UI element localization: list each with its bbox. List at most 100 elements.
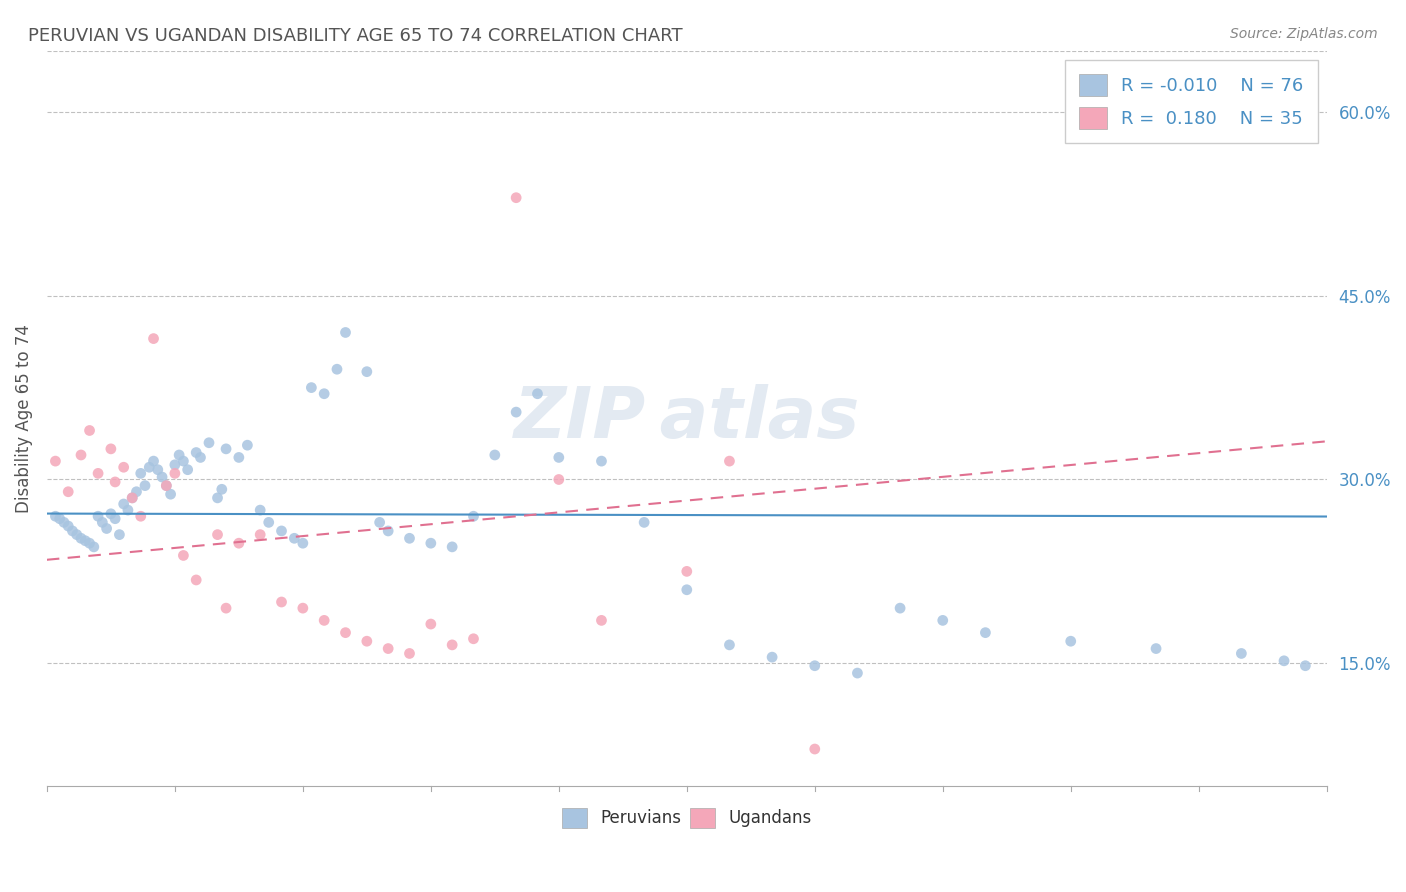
Point	[283, 531, 305, 545]
Point	[155, 478, 177, 492]
Point	[291, 536, 314, 550]
Point	[172, 549, 194, 563]
Legend: Peruvians, Ugandans: Peruvians, Ugandans	[554, 799, 820, 837]
Point	[155, 478, 177, 492]
Point	[100, 507, 122, 521]
Point	[335, 326, 357, 340]
Point	[83, 540, 105, 554]
Text: ZIP atlas: ZIP atlas	[513, 384, 860, 453]
Point	[419, 536, 441, 550]
Point	[463, 632, 485, 646]
Point	[146, 463, 169, 477]
Point	[718, 454, 741, 468]
Point	[129, 509, 152, 524]
Point	[547, 450, 569, 465]
Point	[150, 470, 173, 484]
Point	[142, 332, 165, 346]
Point	[633, 516, 655, 530]
Point	[129, 467, 152, 481]
Point	[463, 509, 485, 524]
Point	[62, 524, 84, 538]
Point	[198, 435, 221, 450]
Point	[299, 381, 322, 395]
Point	[112, 497, 135, 511]
Point	[117, 503, 139, 517]
Point	[526, 386, 548, 401]
Point	[44, 509, 66, 524]
Point	[215, 601, 238, 615]
Point	[58, 519, 80, 533]
Point	[167, 448, 190, 462]
Point	[889, 601, 911, 615]
Point	[215, 442, 238, 456]
Point	[419, 617, 441, 632]
Point	[142, 454, 165, 468]
Point	[125, 484, 148, 499]
Point	[91, 516, 114, 530]
Point	[1060, 634, 1083, 648]
Point	[70, 448, 93, 462]
Point	[441, 540, 464, 554]
Point	[79, 536, 101, 550]
Point	[104, 475, 127, 489]
Point	[100, 442, 122, 456]
Point	[505, 191, 527, 205]
Point	[441, 638, 464, 652]
Point	[121, 491, 143, 505]
Point	[121, 491, 143, 505]
Point	[44, 454, 66, 468]
Point	[398, 531, 420, 545]
Point	[134, 478, 156, 492]
Point	[257, 516, 280, 530]
Point	[52, 516, 75, 530]
Point	[163, 467, 186, 481]
Point	[591, 614, 613, 628]
Point	[270, 524, 292, 538]
Point	[186, 573, 208, 587]
Point	[159, 487, 181, 501]
Point	[1272, 654, 1295, 668]
Text: Source: ZipAtlas.com: Source: ZipAtlas.com	[1230, 27, 1378, 41]
Point	[207, 527, 229, 541]
Point	[75, 533, 97, 548]
Point	[803, 742, 825, 756]
Point	[172, 454, 194, 468]
Point	[228, 450, 250, 465]
Point	[58, 484, 80, 499]
Point	[104, 511, 127, 525]
Point	[112, 460, 135, 475]
Point	[1294, 658, 1316, 673]
Point	[547, 473, 569, 487]
Point	[70, 531, 93, 545]
Point	[79, 424, 101, 438]
Point	[484, 448, 506, 462]
Point	[326, 362, 349, 376]
Point	[846, 666, 869, 681]
Point	[335, 625, 357, 640]
Point	[66, 527, 89, 541]
Point	[314, 386, 336, 401]
Point	[974, 625, 997, 640]
Point	[803, 658, 825, 673]
Point	[1144, 641, 1167, 656]
Point	[368, 516, 391, 530]
Point	[356, 634, 378, 648]
Point	[176, 463, 198, 477]
Point	[186, 445, 208, 459]
Point	[718, 638, 741, 652]
Point	[48, 511, 70, 525]
Point	[675, 565, 697, 579]
Point	[211, 483, 233, 497]
Point	[270, 595, 292, 609]
Point	[190, 450, 212, 465]
Point	[398, 647, 420, 661]
Point	[236, 438, 259, 452]
Point	[314, 614, 336, 628]
Point	[249, 503, 271, 517]
Point	[138, 460, 160, 475]
Point	[356, 365, 378, 379]
Point	[591, 454, 613, 468]
Point	[377, 641, 399, 656]
Point	[505, 405, 527, 419]
Point	[108, 527, 131, 541]
